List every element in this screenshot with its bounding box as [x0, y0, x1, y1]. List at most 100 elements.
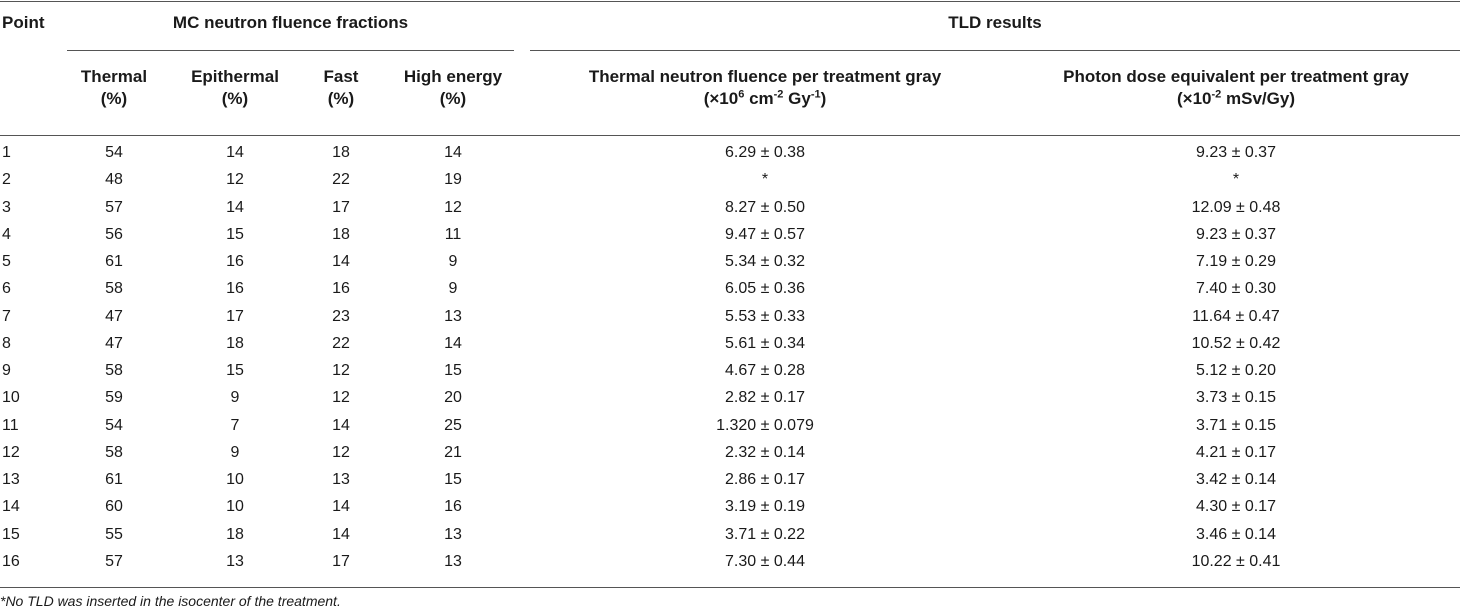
cell-photon-dose: 3.73 ± 0.15: [1196, 389, 1276, 407]
cell-high-energy: 15: [444, 471, 462, 488]
cell-photon-dose: 9.23 ± 0.37: [1196, 225, 1276, 243]
cell-point: 16: [2, 552, 20, 570]
header-thermal-fluence: Thermal neutron fluence per treatment gr…: [530, 66, 1000, 110]
cell-epithermal: 9: [230, 389, 240, 407]
cell-photon-dose: 7.40 ± 0.30: [1196, 280, 1276, 298]
cell-thermal-fluence: 2.86 ± 0.17: [725, 471, 805, 488]
header-fast-label: Fast: [323, 67, 359, 86]
cell-thermal-fluence: 1.320 ± 0.079: [716, 416, 814, 434]
cell-point: 2: [2, 171, 11, 189]
header-thermal-label: Thermal: [80, 67, 148, 86]
cell-epithermal: 18: [226, 334, 244, 352]
cell-fast: 17: [332, 552, 350, 570]
cell-thermal-fluence: 6.29 ± 0.38: [725, 144, 805, 161]
cell-epithermal: 17: [226, 307, 244, 325]
cell-photon-dose: *: [1232, 171, 1240, 189]
header-photon-dose-unit: (×10-2 mSv/Gy): [1177, 88, 1295, 108]
cell-photon-dose: 5.12 ± 0.20: [1196, 362, 1276, 379]
cell-epithermal: 14: [226, 144, 244, 161]
table-row: 15 55 18 14 13 3.71 ± 0.22 3.46 ± 0.14: [0, 523, 1460, 547]
cell-fast: 23: [332, 307, 350, 325]
cell-thermal: 47: [105, 334, 123, 352]
cell-high-energy: 13: [444, 525, 462, 543]
cell-thermal: 57: [105, 198, 123, 216]
cell-high-energy: 13: [444, 307, 462, 325]
cell-epithermal: 10: [226, 471, 244, 488]
cell-point: 10: [2, 389, 20, 407]
table-row: 1 54 14 18 14 6.29 ± 0.38 9.23 ± 0.37: [0, 141, 1460, 165]
cell-thermal: 47: [105, 307, 123, 325]
cell-point: 5: [2, 253, 11, 270]
cell-photon-dose: 4.30 ± 0.17: [1196, 498, 1276, 516]
cell-thermal-fluence: 5.53 ± 0.33: [725, 307, 805, 325]
cell-point: 8: [2, 334, 11, 352]
cell-fast: 12: [332, 443, 350, 461]
cell-thermal: 48: [105, 171, 123, 189]
cell-high-energy: 19: [444, 171, 462, 189]
top-rule: [0, 1, 1460, 2]
cell-thermal-fluence: 3.19 ± 0.19: [725, 498, 805, 516]
header-tld-group: TLD results: [948, 13, 1042, 32]
cell-high-energy: 9: [448, 280, 458, 298]
cell-thermal-fluence: 5.61 ± 0.34: [725, 334, 805, 352]
cell-epithermal: 15: [226, 362, 244, 379]
cell-epithermal: 7: [230, 416, 240, 434]
cell-point: 11: [2, 416, 19, 434]
cell-thermal: 61: [105, 253, 123, 270]
cell-point: 9: [2, 362, 11, 379]
cell-thermal: 55: [105, 525, 123, 543]
table-row: 10 59 9 12 20 2.82 ± 0.17 3.73 ± 0.15: [0, 386, 1460, 410]
header-epithermal-label: Epithermal: [191, 67, 279, 86]
cell-high-energy: 14: [444, 144, 462, 161]
table-row: 9 58 15 12 15 4.67 ± 0.28 5.12 ± 0.20: [0, 359, 1460, 383]
cell-thermal: 54: [105, 416, 123, 434]
cell-photon-dose: 3.46 ± 0.14: [1196, 525, 1276, 543]
header-photon-dose: Photon dose equivalent per treatment gra…: [1012, 66, 1460, 110]
cell-point: 1: [2, 144, 11, 161]
cell-epithermal: 15: [226, 225, 244, 243]
header-thermal-fluence-label: Thermal neutron fluence per treatment gr…: [588, 67, 942, 86]
header-point: Point: [2, 13, 45, 32]
cell-thermal: 61: [105, 471, 123, 488]
table-row: 2 48 12 22 19 * *: [0, 168, 1460, 192]
cell-fast: 16: [332, 280, 350, 298]
cell-fast: 22: [332, 171, 350, 189]
cell-thermal-fluence: *: [761, 171, 769, 189]
table-row: 12 58 9 12 21 2.32 ± 0.14 4.21 ± 0.17: [0, 441, 1460, 465]
cell-thermal: 59: [105, 389, 123, 407]
header-high-energy-unit: (%): [439, 89, 467, 108]
cell-point: 14: [2, 498, 20, 516]
cell-point: 12: [2, 443, 20, 461]
cell-point: 6: [2, 280, 11, 298]
header-thermal: Thermal (%): [72, 66, 156, 110]
cell-photon-dose: 9.23 ± 0.37: [1196, 144, 1276, 161]
cell-point: 3: [2, 198, 11, 216]
table-row: 8 47 18 22 14 5.61 ± 0.34 10.52 ± 0.42: [0, 332, 1460, 356]
cell-photon-dose: 12.09 ± 0.48: [1191, 198, 1281, 216]
header-mc-group: MC neutron fluence fractions: [172, 13, 409, 32]
cell-fast: 14: [332, 253, 350, 270]
cell-high-energy: 14: [444, 334, 462, 352]
cell-epithermal: 10: [226, 498, 244, 516]
table-row: 6 58 16 16 9 6.05 ± 0.36 7.40 ± 0.30: [0, 277, 1460, 301]
table-row: 7 47 17 23 13 5.53 ± 0.33 11.64 ± 0.47: [0, 305, 1460, 329]
cell-fast: 13: [332, 471, 350, 488]
table-footnote: *No TLD was inserted in the isocenter of…: [0, 593, 341, 609]
cell-epithermal: 12: [226, 171, 244, 189]
cell-photon-dose: 4.21 ± 0.17: [1196, 443, 1276, 461]
cell-high-energy: 13: [444, 552, 462, 570]
cell-thermal: 56: [105, 225, 123, 243]
header-high-energy: High energy (%): [392, 66, 514, 110]
cell-thermal: 60: [105, 498, 123, 516]
mc-group-underline: [67, 50, 514, 51]
cell-thermal: 57: [105, 552, 123, 570]
header-photon-dose-label: Photon dose equivalent per treatment gra…: [1063, 67, 1409, 86]
table-row: 13 61 10 13 15 2.86 ± 0.17 3.42 ± 0.14: [0, 468, 1460, 492]
cell-high-energy: 21: [444, 443, 462, 461]
cell-thermal-fluence: 5.34 ± 0.32: [725, 253, 805, 270]
tld-group-underline: [530, 50, 1460, 51]
cell-photon-dose: 3.42 ± 0.14: [1196, 471, 1276, 488]
cell-thermal-fluence: 3.71 ± 0.22: [725, 525, 805, 543]
cell-epithermal: 16: [226, 280, 244, 298]
bottom-rule: [0, 587, 1460, 588]
